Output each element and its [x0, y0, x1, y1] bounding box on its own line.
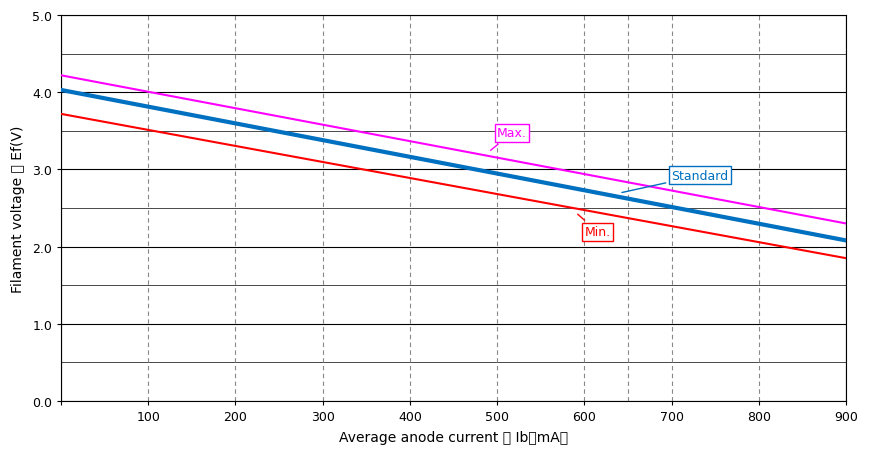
- Y-axis label: Filament voltage ： Ef(V): Filament voltage ： Ef(V): [11, 125, 25, 292]
- Text: Standard: Standard: [622, 169, 729, 193]
- X-axis label: Average anode current ： Ib（mA）: Average anode current ： Ib（mA）: [339, 430, 568, 444]
- Text: Min.: Min.: [578, 215, 610, 238]
- Text: Max.: Max.: [491, 127, 527, 151]
